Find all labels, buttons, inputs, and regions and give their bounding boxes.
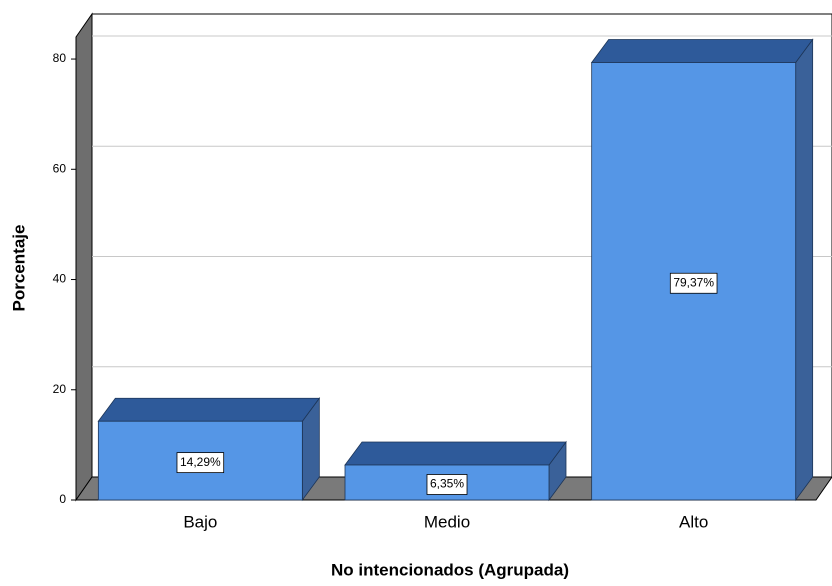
bar-top — [97, 397, 321, 422]
bar-top — [590, 39, 814, 63]
y-axis-title: Porcentaje — [9, 225, 28, 312]
x-tick-label: Alto — [679, 512, 708, 531]
x-tick-label: Medio — [424, 512, 470, 531]
bar — [590, 38, 814, 502]
bar — [97, 397, 321, 502]
value-label: 14,29% — [180, 455, 221, 469]
y-tick-label: 80 — [53, 51, 67, 65]
value-label-box — [176, 452, 225, 474]
bar-side — [795, 38, 814, 502]
value-label-box — [426, 474, 468, 495]
bar — [344, 440, 567, 502]
bar-top — [344, 441, 567, 466]
y-tick-label: 0 — [59, 492, 66, 506]
value-label: 79,37% — [673, 275, 714, 289]
y-tick-label: 60 — [53, 161, 67, 175]
left-wall — [75, 12, 93, 502]
x-axis-title: No intencionados (Agrupada) — [331, 560, 569, 579]
value-label: 6,35% — [430, 477, 464, 491]
value-label-box — [669, 272, 718, 294]
y-tick-label: 20 — [53, 382, 67, 396]
y-tick-label: 40 — [53, 272, 67, 286]
x-tick-label: Bajo — [183, 512, 217, 531]
